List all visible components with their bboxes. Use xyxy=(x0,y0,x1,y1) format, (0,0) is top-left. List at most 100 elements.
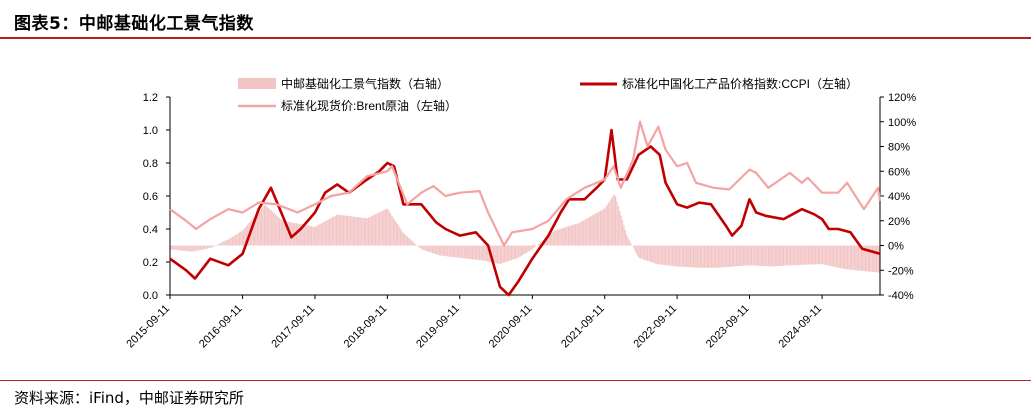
prosperity-bar xyxy=(197,245,199,251)
prosperity-bar xyxy=(699,245,701,268)
prosperity-bar xyxy=(648,245,650,262)
prosperity-bar xyxy=(462,245,464,259)
prosperity-bar xyxy=(242,229,245,246)
prosperity-bar xyxy=(727,245,729,267)
prosperity-bar xyxy=(641,245,643,260)
prosperity-bar xyxy=(853,245,856,271)
prosperity-bar xyxy=(392,217,395,246)
prosperity-bar xyxy=(671,245,674,266)
prosperity-bar xyxy=(580,221,582,246)
prosperity-bar xyxy=(708,245,710,268)
prosperity-bar xyxy=(485,245,488,262)
prosperity-bar xyxy=(374,214,377,246)
prosperity-bar xyxy=(871,245,874,272)
prosperity-bar xyxy=(563,227,565,246)
prosperity-bar xyxy=(773,245,775,267)
x-tick-label: 2017-09-11 xyxy=(269,303,317,351)
prosperity-bar xyxy=(819,245,821,265)
left-tick-label: 0.0 xyxy=(143,290,158,302)
prosperity-bar xyxy=(417,245,420,247)
prosperity-bar xyxy=(617,205,620,246)
prosperity-bar xyxy=(608,202,610,246)
prosperity-bar xyxy=(816,245,818,265)
prosperity-bar xyxy=(251,219,253,246)
prosperity-bar xyxy=(766,245,768,267)
prosperity-bar xyxy=(281,220,284,246)
prosperity-bar xyxy=(785,245,787,266)
footer-divider xyxy=(0,380,1031,381)
prosperity-bar xyxy=(180,245,182,251)
prosperity-bar xyxy=(426,245,428,252)
x-tick-label: 2018-09-11 xyxy=(342,303,390,351)
prosperity-bar xyxy=(762,245,764,267)
prosperity-bar xyxy=(721,245,724,268)
legend-swatch-prosperity xyxy=(238,78,276,89)
prosperity-bar xyxy=(605,206,607,246)
prosperity-bar xyxy=(823,245,825,265)
prosperity-bar xyxy=(298,223,300,246)
prosperity-bar xyxy=(523,245,525,255)
prosperity-bar xyxy=(581,220,583,246)
prosperity-bar xyxy=(640,245,642,259)
prosperity-bar xyxy=(667,245,669,266)
prosperity-bar xyxy=(388,211,390,246)
prosperity-bar xyxy=(484,245,486,262)
prosperity-bar xyxy=(737,245,739,267)
prosperity-bar xyxy=(194,245,196,252)
prosperity-bar xyxy=(713,245,715,268)
prosperity-bar xyxy=(358,217,360,246)
prosperity-bar xyxy=(638,245,640,259)
prosperity-bar xyxy=(266,206,268,246)
prosperity-bar xyxy=(181,245,184,251)
prosperity-bar xyxy=(599,210,601,246)
prosperity-bar xyxy=(427,245,429,252)
prosperity-bar xyxy=(352,216,354,246)
prosperity-bar xyxy=(726,245,728,268)
prosperity-bar xyxy=(814,245,817,265)
prosperity-bar xyxy=(338,214,340,246)
prosperity-bar xyxy=(441,245,443,256)
prosperity-bar xyxy=(844,245,846,270)
prosperity-bar xyxy=(240,231,242,246)
chart: 中邮基础化工景气指数（右轴） 标准化中国化工产品价格指数:CCPI（左轴） 标准化现… xyxy=(124,76,916,351)
prosperity-bar xyxy=(283,220,285,246)
prosperity-bar xyxy=(663,245,665,265)
prosperity-bar xyxy=(415,244,417,246)
prosperity-bar xyxy=(356,217,359,246)
prosperity-bar xyxy=(316,225,318,246)
prosperity-bar xyxy=(230,237,232,246)
prosperity-bar xyxy=(272,211,274,246)
prosperity-bar xyxy=(237,233,239,246)
prosperity-bar xyxy=(211,245,213,248)
prosperity-bar xyxy=(644,245,646,260)
prosperity-bar xyxy=(258,211,260,246)
prosperity-bar xyxy=(236,234,238,246)
prosperity-bar xyxy=(405,235,407,246)
right-tick-label: 80% xyxy=(888,142,910,154)
prosperity-bar xyxy=(179,245,181,251)
prosperity-bar xyxy=(455,245,457,258)
x-tick-label: 2019-09-11 xyxy=(414,303,462,351)
prosperity-bar xyxy=(615,196,617,246)
left-tick-label: 1.0 xyxy=(143,125,158,137)
prosperity-bar xyxy=(852,245,854,270)
prosperity-bar xyxy=(863,245,865,272)
prosperity-bar xyxy=(478,245,481,261)
prosperity-bar xyxy=(755,245,757,266)
prosperity-bar xyxy=(583,220,585,246)
prosperity-bar xyxy=(326,220,328,246)
prosperity-bar xyxy=(491,245,493,263)
prosperity-bar xyxy=(365,218,367,246)
prosperity-bar xyxy=(649,245,651,262)
prosperity-bar xyxy=(817,245,819,265)
prosperity-bar xyxy=(705,245,707,268)
prosperity-bar xyxy=(366,218,368,246)
prosperity-bar xyxy=(423,245,425,251)
prosperity-bar xyxy=(728,245,731,267)
prosperity-bar xyxy=(212,245,214,247)
prosperity-bar xyxy=(487,245,489,262)
legend-label-ccpi: 标准化中国化工产品价格指数:CCPI（左轴） xyxy=(622,76,858,91)
prosperity-bar xyxy=(857,245,860,271)
prosperity-bar xyxy=(398,226,400,246)
prosperity-bar xyxy=(510,245,513,261)
